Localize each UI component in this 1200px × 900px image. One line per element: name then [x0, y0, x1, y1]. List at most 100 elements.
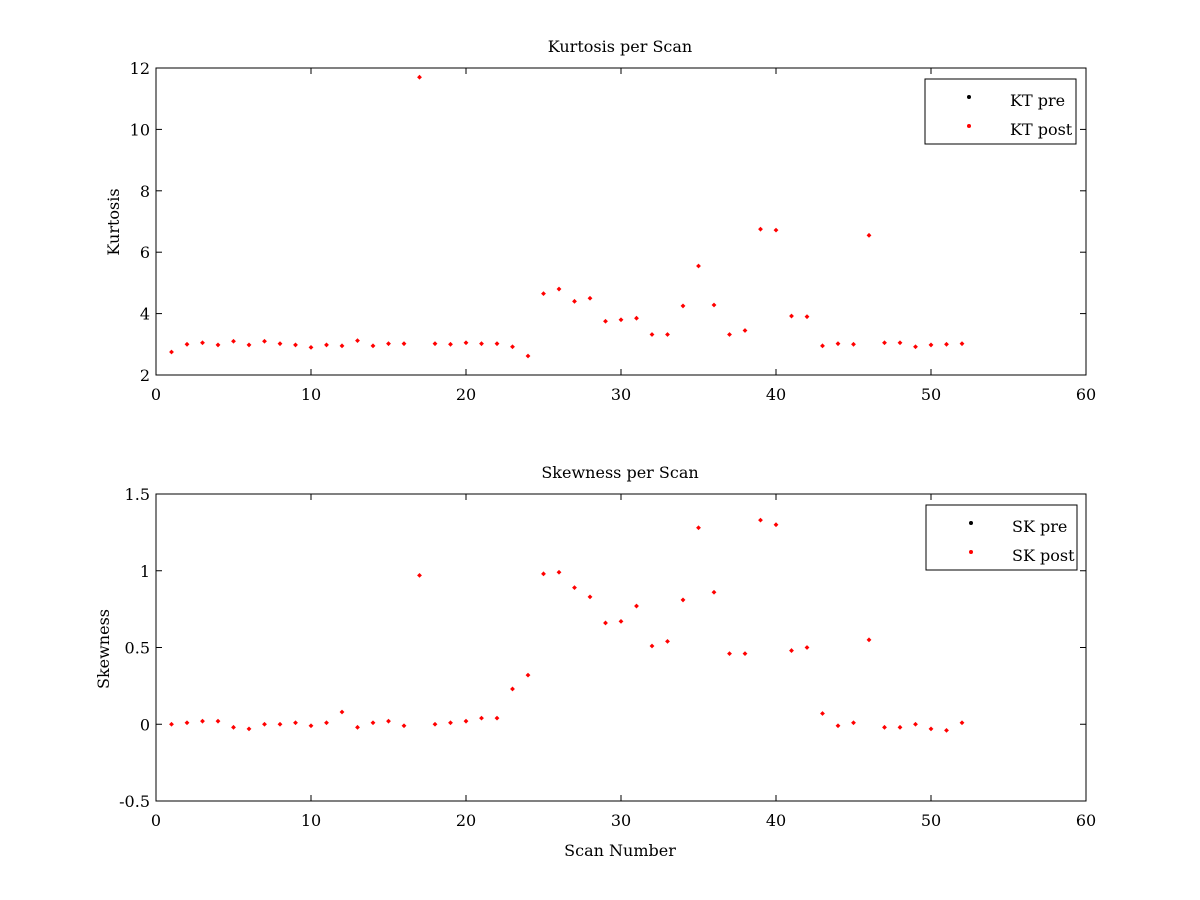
kurtosis-data-point: [339, 343, 345, 349]
skewness-x-tick-label: 50: [921, 811, 941, 830]
kurtosis-data-point: [277, 341, 283, 347]
kurtosis-data-point: [215, 342, 221, 348]
kurtosis-axes: 0 10 20 30 40 50 60 2 4 6 8 10 12: [130, 59, 1097, 404]
skewness-data-point: [525, 672, 531, 678]
skewness-data-point: [944, 727, 949, 733]
skewness-legend-box: [925, 504, 1078, 571]
kurtosis-data-point: [432, 341, 438, 347]
skewness-data-point: [835, 723, 841, 729]
skewness-data-point: [882, 724, 887, 730]
skewness-points: [169, 517, 965, 733]
kurtosis-x-tick-label: 50: [921, 385, 941, 404]
kurtosis-y-tick-label: 4: [140, 305, 150, 324]
skewness-legend-marker-post: [969, 550, 973, 554]
kurtosis-data-point: [231, 338, 236, 344]
skewness-data-point: [711, 589, 717, 595]
kurtosis-data-point: [169, 349, 174, 355]
skewness-subplot: Skewness per Scan Skewness Scan Number 0…: [94, 463, 1096, 860]
kurtosis-data-point: [820, 343, 825, 349]
skewness-y-tick-label: -0.5: [119, 792, 150, 811]
skewness-data-point: [804, 645, 810, 650]
kurtosis-data-point: [649, 332, 655, 337]
skewness-data-point: [386, 718, 391, 724]
skewness-data-point: [308, 723, 314, 729]
kurtosis-subplot: Kurtosis per Scan Kurtosis 0 10 20 30 40 50 60…: [104, 37, 1096, 404]
skewness-data-point: [293, 720, 298, 726]
skewness-data-point: [355, 724, 360, 730]
skewness-legend-label-post: SK post: [1012, 546, 1075, 565]
skewness-data-point: [572, 585, 577, 591]
kurtosis-data-point: [944, 341, 949, 347]
kurtosis-data-point: [510, 344, 515, 350]
kurtosis-x-tick-label: 30: [611, 385, 631, 404]
kurtosis-legend-label-post: KT post: [1010, 120, 1073, 139]
skewness-data-point: [479, 715, 484, 721]
skewness-x-tick-label: 10: [301, 811, 321, 830]
skewness-y-tick-label: 0: [140, 715, 150, 734]
kurtosis-data-point: [758, 226, 763, 232]
kurtosis-data-point: [448, 341, 453, 347]
kurtosis-data-point: [665, 332, 670, 337]
kurtosis-data-point: [479, 341, 484, 347]
kurtosis-data-point: [494, 341, 500, 347]
skewness-data-point: [789, 648, 794, 653]
skewness-data-point: [587, 594, 593, 600]
skewness-x-tick-label: 40: [766, 811, 786, 830]
skewness-data-point: [696, 525, 701, 531]
kurtosis-data-point: [680, 303, 686, 309]
kurtosis-data-point: [835, 341, 841, 347]
skewness-y-tick-label: 1: [140, 562, 150, 581]
skewness-axes: 0 10 20 30 40 50 60-0.500.511.5: [119, 485, 1096, 830]
skewness-data-point: [277, 721, 283, 727]
kurtosis-data-point: [293, 342, 298, 348]
kurtosis-x-tick-label: 20: [456, 385, 476, 404]
skewness-data-point: [541, 571, 546, 577]
kurtosis-legend-box: [924, 78, 1077, 145]
skewness-data-point: [649, 643, 655, 649]
skewness-data-point: [494, 715, 500, 721]
kurtosis-data-point: [370, 343, 376, 349]
skewness-x-tick-label: 30: [611, 811, 631, 830]
skewness-data-point: [851, 720, 856, 726]
skewness-data-point: [324, 720, 329, 726]
kurtosis-data-point: [463, 340, 469, 346]
skewness-data-point: [169, 721, 174, 727]
kurtosis-x-tick-label: 60: [1076, 385, 1096, 404]
kurtosis-legend-marker-pre: [967, 95, 971, 99]
kurtosis-y-axis-label: Kurtosis: [104, 188, 123, 255]
kurtosis-data-point: [184, 341, 190, 347]
skewness-data-point: [339, 709, 345, 715]
kurtosis-legend-marker-post: [967, 124, 971, 128]
kurtosis-data-point: [851, 341, 856, 347]
skewness-data-point: [432, 721, 438, 727]
kurtosis-y-tick-label: 2: [140, 366, 150, 385]
skewness-data-point: [820, 711, 825, 716]
kurtosis-x-tick-label: 40: [766, 385, 786, 404]
kurtosis-data-point: [618, 317, 624, 323]
skewness-data-point: [634, 603, 639, 609]
skewness-data-point: [928, 726, 934, 732]
kurtosis-data-point: [804, 314, 810, 320]
skewness-data-point: [913, 721, 918, 727]
skewness-data-point: [246, 726, 252, 732]
kurtosis-data-point: [355, 338, 360, 344]
kurtosis-data-point: [696, 263, 701, 269]
kurtosis-data-point: [401, 341, 407, 347]
kurtosis-data-point: [308, 344, 314, 350]
kurtosis-data-point: [711, 302, 717, 308]
kurtosis-data-point: [587, 295, 593, 301]
skewness-y-tick-label: 1.5: [125, 485, 150, 504]
skewness-data-point: [758, 517, 763, 523]
kurtosis-y-tick-label: 10: [130, 120, 150, 139]
skewness-x-tick-label: 20: [456, 811, 476, 830]
skewness-data-point: [742, 651, 748, 657]
skewness-data-point: [680, 597, 686, 603]
kurtosis-data-point: [773, 227, 779, 233]
skewness-data-point: [262, 721, 267, 727]
kurtosis-data-point: [634, 315, 639, 321]
kurtosis-data-point: [789, 313, 794, 319]
kurtosis-data-point: [417, 74, 422, 80]
skewness-data-point: [866, 637, 872, 643]
